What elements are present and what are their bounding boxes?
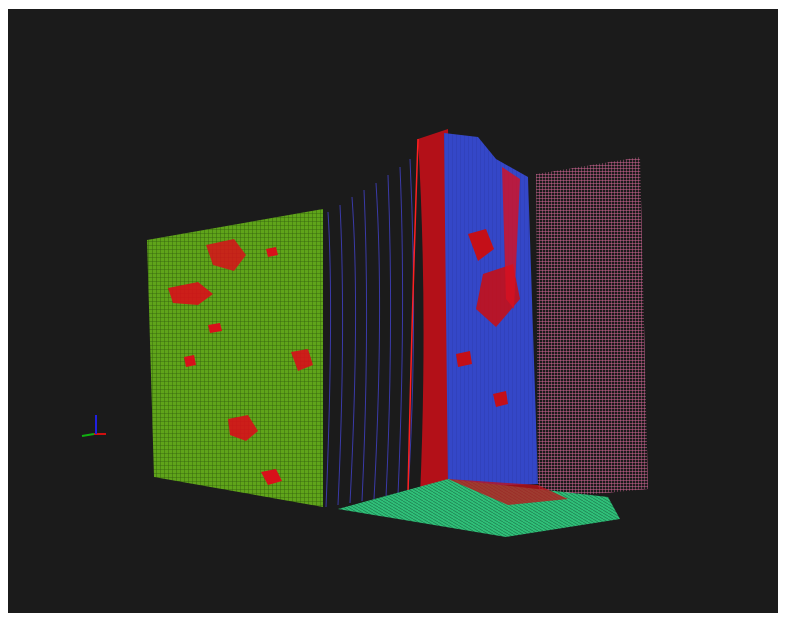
left-face	[147, 209, 323, 507]
xyz-axes-icon	[81, 415, 106, 437]
3d-viewport[interactable]	[8, 9, 778, 613]
mesh-render	[81, 129, 648, 537]
right-face	[536, 157, 648, 499]
gap-lines	[325, 158, 415, 508]
front-face	[444, 133, 538, 487]
bottom-face	[338, 479, 620, 537]
